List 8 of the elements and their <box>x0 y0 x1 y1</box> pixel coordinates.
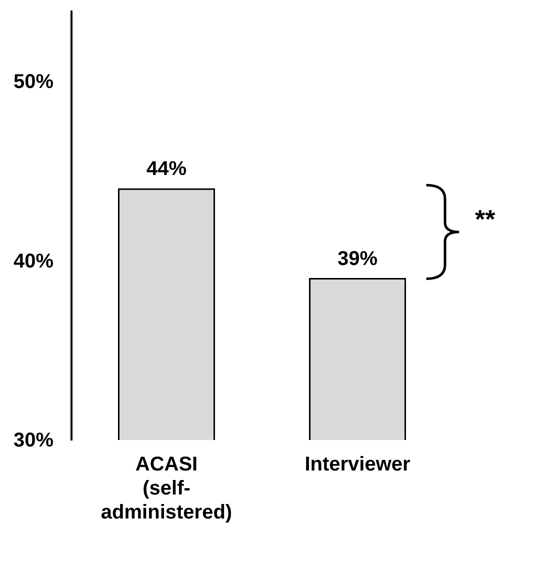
y-tick-label: 30% <box>13 430 54 452</box>
data-label: 39% <box>337 248 378 270</box>
data-label: 44% <box>146 158 187 180</box>
y-tick-label: 50% <box>13 71 54 94</box>
text: ** <box>475 204 496 234</box>
x-tick-label: Interviewer <box>304 454 411 476</box>
x-tick-label: ACASI (self-administered) <box>100 454 232 524</box>
y-tick-label: 40% <box>13 250 54 272</box>
